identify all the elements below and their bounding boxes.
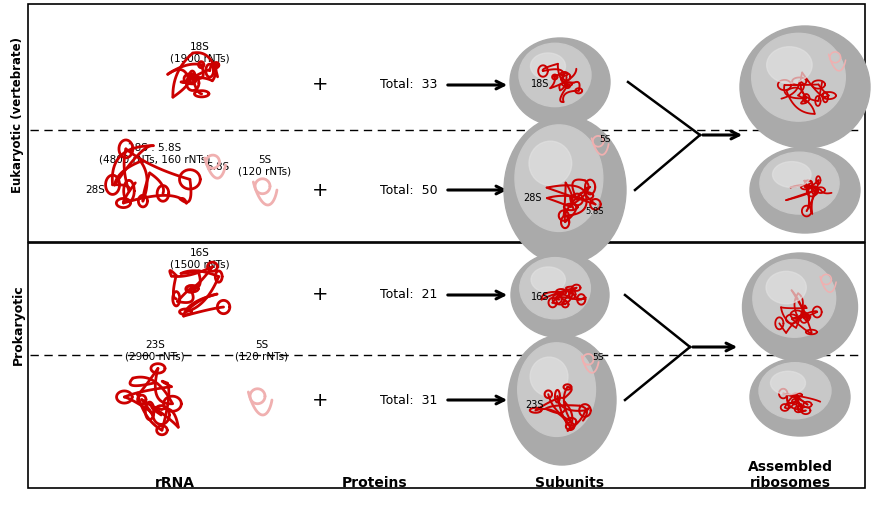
Ellipse shape [508,335,616,465]
Ellipse shape [753,259,836,337]
Text: 5S
(120 rNTs): 5S (120 rNTs) [238,155,291,177]
Text: +: + [312,286,328,304]
Ellipse shape [760,152,839,214]
Text: Total:  50: Total: 50 [380,183,437,196]
Ellipse shape [504,116,626,264]
Ellipse shape [759,363,831,419]
Ellipse shape [518,343,596,437]
Ellipse shape [520,257,590,319]
Text: Proteins: Proteins [342,476,408,490]
Ellipse shape [530,357,568,396]
Ellipse shape [511,253,609,338]
Text: 80S: 80S [793,76,817,89]
Text: 28S: 28S [524,193,542,203]
Ellipse shape [752,33,845,121]
Text: 16S: 16S [530,292,549,302]
Ellipse shape [740,26,870,148]
Text: 5S: 5S [599,135,611,144]
Text: 16S
(1500 rNTs): 16S (1500 rNTs) [170,248,229,269]
Text: 60S: 60S [554,130,576,143]
Bar [28,243,865,488]
Text: 23S: 23S [525,400,543,410]
Text: 70S: 70S [788,290,812,303]
Text: 18S: 18S [530,79,549,89]
Ellipse shape [530,53,565,79]
Text: +: + [312,76,328,94]
Bar [28,4,865,242]
Text: 28S : 5.8S
(4800 rNTs, 160 rNTs): 28S : 5.8S (4800 rNTs, 160 rNTs) [99,143,211,165]
Text: 5S
(120 rNTs): 5S (120 rNTs) [236,340,289,362]
Text: 23S
(2900 rNTs): 23S (2900 rNTs) [125,340,185,362]
Ellipse shape [515,125,603,231]
Text: 30S: 30S [549,258,571,271]
Ellipse shape [510,38,610,126]
Ellipse shape [519,43,591,107]
Text: Subunits: Subunits [536,476,605,490]
Ellipse shape [771,371,806,395]
Text: rRNA: rRNA [155,476,195,490]
Ellipse shape [766,271,806,304]
Text: 50S: 50S [551,348,573,361]
Text: Total:  31: Total: 31 [380,393,437,406]
Text: 18S
(1900 rNTs): 18S (1900 rNTs) [170,42,229,64]
Ellipse shape [750,358,850,436]
Text: 5.8S: 5.8S [586,207,604,217]
Text: Total:  21: Total: 21 [380,289,437,302]
Ellipse shape [529,141,572,185]
Text: +: + [312,391,328,410]
Text: Eukaryotic (vertebrate): Eukaryotic (vertebrate) [12,37,24,193]
Text: +: + [312,180,328,200]
Text: Total:  33: Total: 33 [380,79,437,92]
Ellipse shape [750,147,860,233]
Text: Assembled
ribosomes: Assembled ribosomes [747,460,832,490]
Ellipse shape [767,47,812,83]
Ellipse shape [531,267,565,292]
Text: 5.8S: 5.8S [206,162,229,172]
Text: 5S: 5S [592,354,604,363]
Text: 28S: 28S [85,185,105,195]
Ellipse shape [772,162,811,188]
Text: Prokaryotic: Prokaryotic [12,284,24,365]
Ellipse shape [743,253,857,361]
Text: 40S: 40S [549,46,571,59]
